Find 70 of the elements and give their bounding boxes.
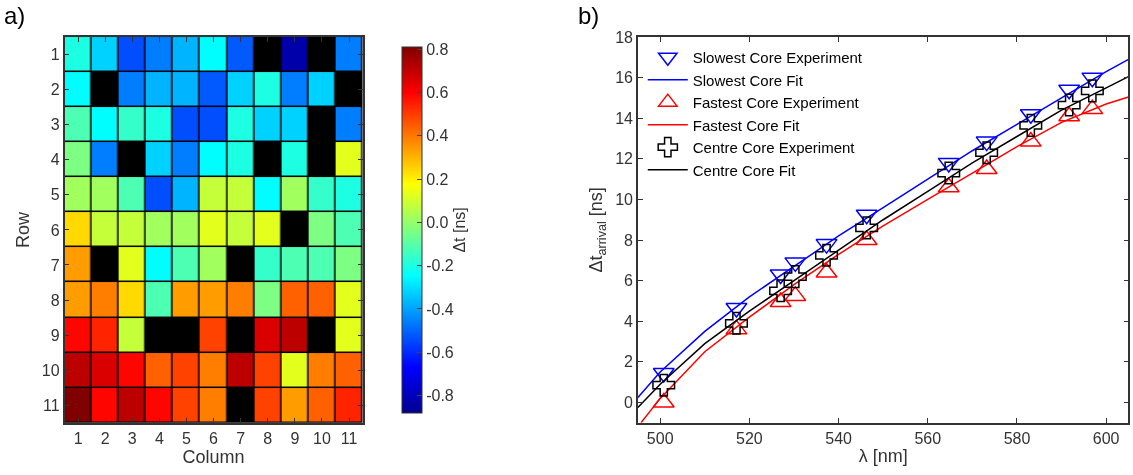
y-axis-title: Row — [12, 210, 33, 248]
x-tick-label: 5 — [182, 429, 192, 447]
legend-label: Centre Core Experiment — [692, 139, 856, 157]
x-axis-title: λ [nm] — [858, 446, 908, 467]
point — [937, 161, 961, 185]
chart-title: b) — [578, 2, 600, 29]
color-bar-label: 0.0 — [426, 213, 449, 231]
point — [724, 311, 748, 335]
y-tick-label: 6 — [624, 272, 634, 290]
y-tick-label: 12 — [615, 150, 634, 168]
point — [652, 373, 676, 397]
point — [769, 279, 793, 303]
color-bar-label: 0.4 — [426, 127, 449, 145]
color-bar-label: -0.2 — [426, 257, 454, 275]
y-tick-label: 16 — [615, 69, 634, 87]
chart-title: a) — [4, 2, 26, 29]
legend-label: Slowest Core Fit — [692, 71, 804, 89]
y-tick-label: 1 — [50, 46, 60, 64]
color-bar-label: 0.2 — [426, 170, 449, 188]
color-bar-label: -0.6 — [426, 343, 454, 361]
x-tick-label: 600 — [1092, 429, 1120, 447]
x-tick-label: 2 — [100, 429, 110, 447]
legend-label: Centre Core Fit — [692, 161, 797, 179]
x-tick-label: 7 — [236, 429, 246, 447]
point — [975, 141, 999, 165]
y-tick-label: 9 — [50, 326, 60, 344]
point — [814, 243, 839, 267]
legend-label: Fastest Core Experiment — [692, 94, 860, 112]
x-tick-label: 9 — [290, 429, 300, 447]
x-tick-label: 1 — [73, 429, 83, 447]
point — [1057, 93, 1081, 117]
x-tick-label: 11 — [340, 429, 358, 447]
y-tick-label: 0 — [624, 394, 634, 412]
color-bar-label: 0.8 — [426, 40, 449, 58]
color-bar-title: Δt [ns] — [450, 207, 468, 253]
y-tick-label: 11 — [43, 396, 60, 414]
x-tick-label: 3 — [127, 429, 137, 447]
point — [855, 216, 879, 240]
x-tick-label: 500 — [646, 429, 674, 447]
x-tick-label: 560 — [914, 429, 942, 447]
y-tick-label: 18 — [615, 28, 634, 46]
x-tick-label: 540 — [825, 429, 853, 447]
x-tick-label: 6 — [209, 429, 219, 447]
y-tick-label: 4 — [50, 151, 60, 169]
y-tick-label: 10 — [615, 191, 634, 209]
color-bar-label: -0.8 — [426, 387, 454, 405]
y-tick-label: 3 — [50, 116, 60, 134]
point — [1019, 113, 1043, 137]
y-tick-label: 8 — [50, 291, 60, 309]
y-tick-label: 5 — [50, 186, 60, 204]
color-bar-label: -0.4 — [426, 300, 454, 318]
y-tick-label: 2 — [50, 81, 60, 99]
y-tick-label: 14 — [615, 109, 634, 127]
x-tick-label: 580 — [1003, 429, 1031, 447]
legend-label: Fastest Core Fit — [692, 116, 801, 134]
x-tick-label: 4 — [154, 429, 164, 447]
y-tick-label: 10 — [41, 361, 60, 379]
x-tick-label: 10 — [313, 429, 331, 447]
legend-label: Slowest Core Experiment — [692, 49, 863, 67]
x-tick-label: 8 — [263, 429, 273, 447]
y-tick-label: 4 — [624, 312, 634, 330]
y-tick-label: 7 — [50, 256, 60, 274]
y-tick-label: 8 — [624, 231, 634, 249]
x-axis-title: Column — [182, 446, 245, 467]
y-tick-label: 2 — [624, 353, 634, 371]
point — [783, 265, 807, 289]
point — [1080, 79, 1104, 103]
y-tick-label: 6 — [50, 221, 60, 239]
color-bar-label: 0.6 — [426, 83, 449, 101]
x-tick-label: 520 — [736, 429, 763, 447]
